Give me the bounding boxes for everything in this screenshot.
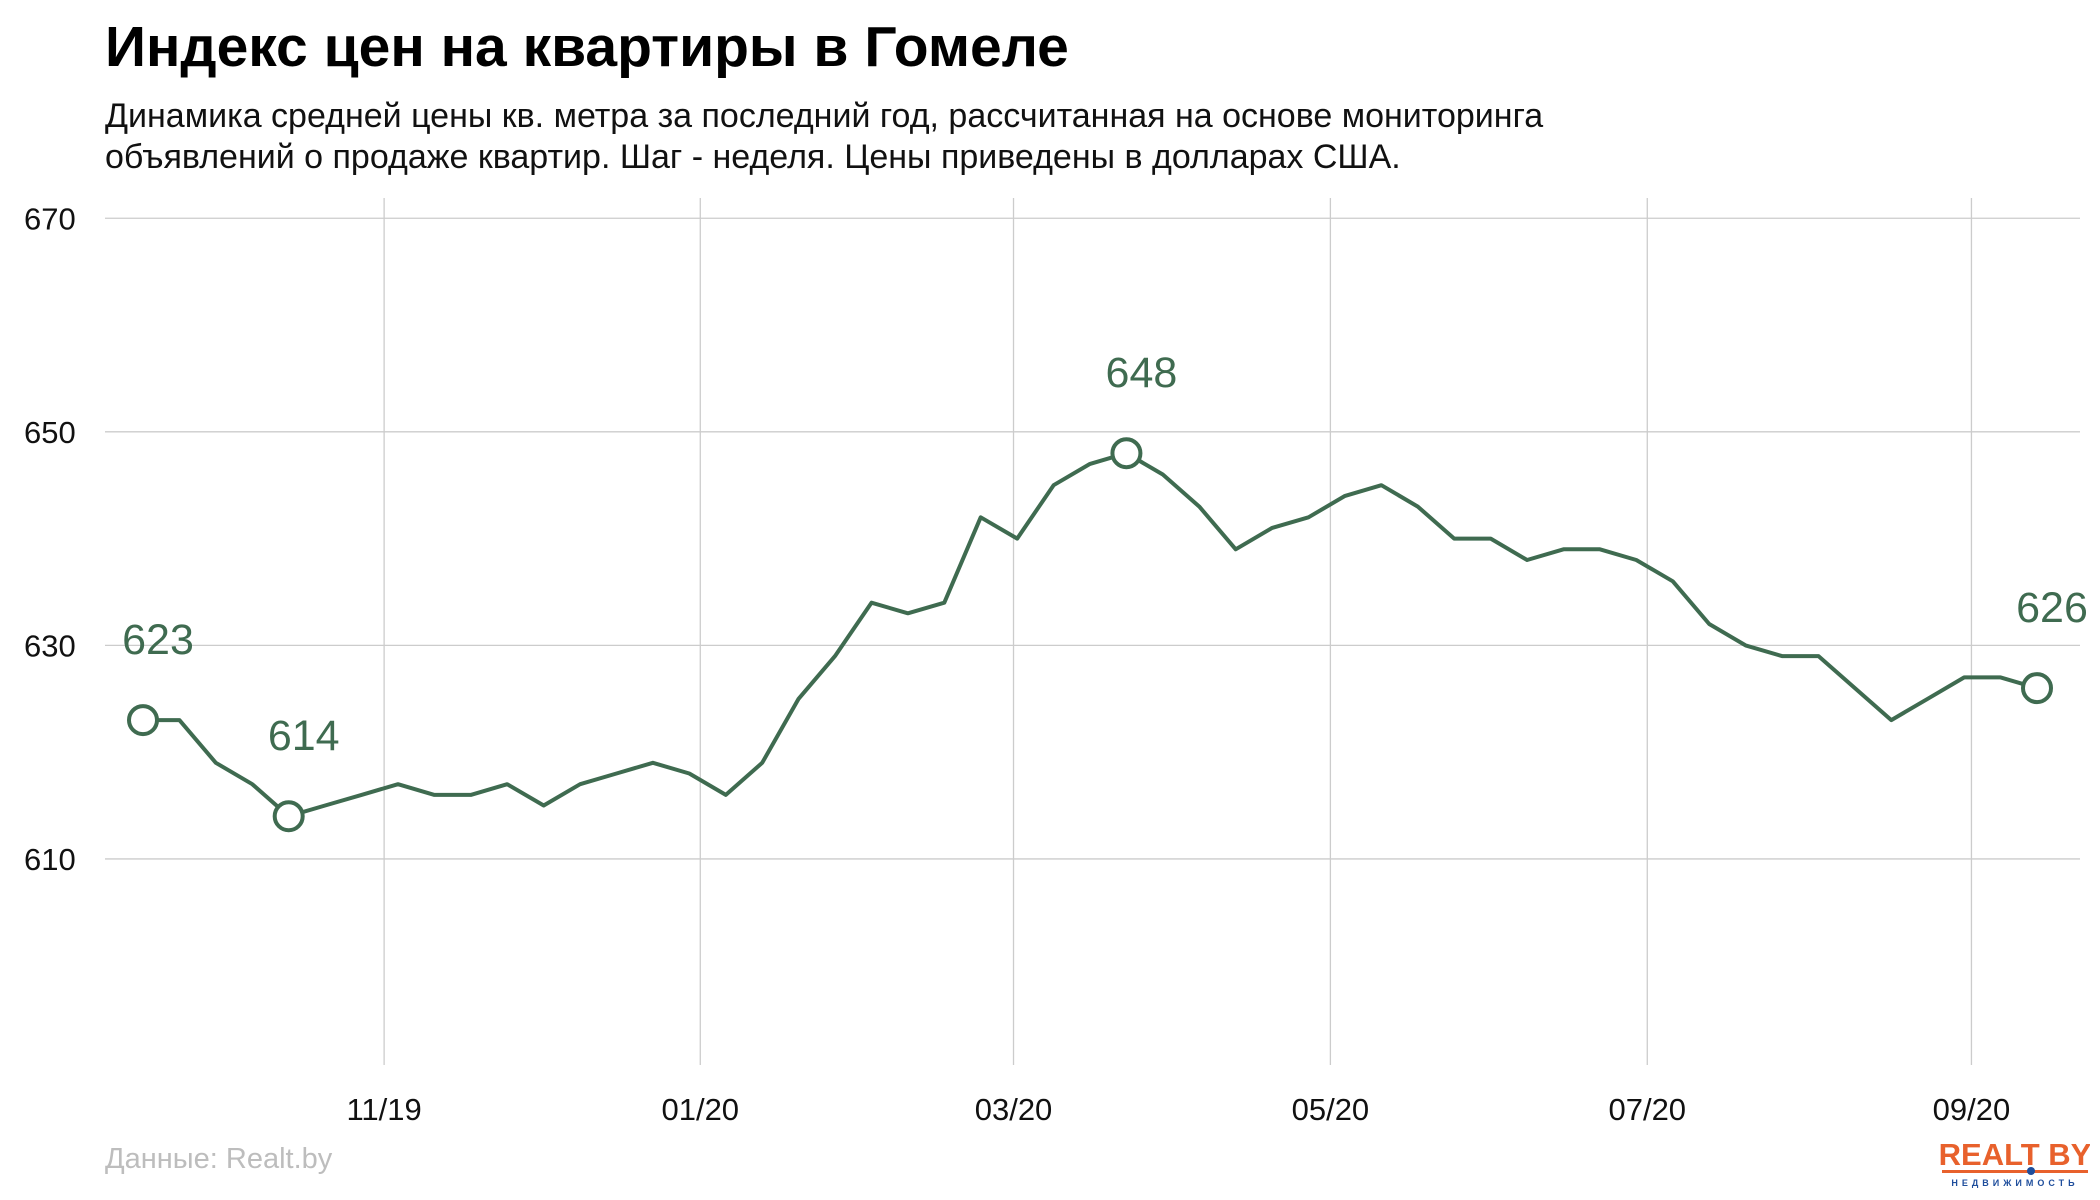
x-tick-label: 11/19 [346,1092,421,1127]
x-tick-label: 01/20 [661,1092,739,1127]
x-tick-label: 09/20 [1933,1092,2011,1127]
data-label: 626 [2016,584,2088,632]
grid-lines [105,198,2080,1065]
realt-logo-icon: REALT BY НЕДВИЖИМОСТЬ [1939,1137,2092,1188]
data-source: Данные: Realt.by [105,1143,333,1175]
data-point-marker [127,704,159,737]
data-point-marker [2021,672,2053,705]
y-tick-label: 670 [24,201,76,236]
annotation-markers: 623 614 648 626 [122,349,2088,833]
subtitle-line-2: объявлений о продаже квартир. Шаг - неде… [105,138,1401,176]
data-point-marker [1110,437,1143,470]
chart-title: Индекс цен на квартиры в Гомеле [105,15,1069,79]
subtitle-line-1: Динамика средней цены кв. метра за после… [105,97,1544,135]
y-tick-label: 630 [24,628,76,663]
data-label: 623 [122,616,194,664]
realt-logo[interactable]: REALT BY НЕДВИЖИМОСТЬ [1939,1135,2092,1190]
svg-text:НЕДВИЖИМОСТЬ: НЕДВИЖИМОСТЬ [1951,1178,2078,1188]
x-axis: 11/19 01/20 03/20 05/20 07/20 09/20 [346,1092,2010,1127]
x-tick-label: 05/20 [1292,1092,1370,1127]
series-line [143,451,2038,819]
y-tick-label: 650 [24,415,76,450]
x-tick-label: 03/20 [975,1092,1053,1127]
data-label: 648 [1106,349,1178,397]
data-point-marker [272,800,305,833]
chart-subtitle: Динамика средней цены кв. метра за после… [105,96,1955,178]
data-label: 614 [268,712,340,760]
svg-text:REALT BY: REALT BY [1940,1137,2090,1172]
y-tick-label: 610 [24,842,76,877]
y-axis: 610 630 650 670 [24,201,76,877]
x-tick-label: 07/20 [1608,1092,1686,1127]
